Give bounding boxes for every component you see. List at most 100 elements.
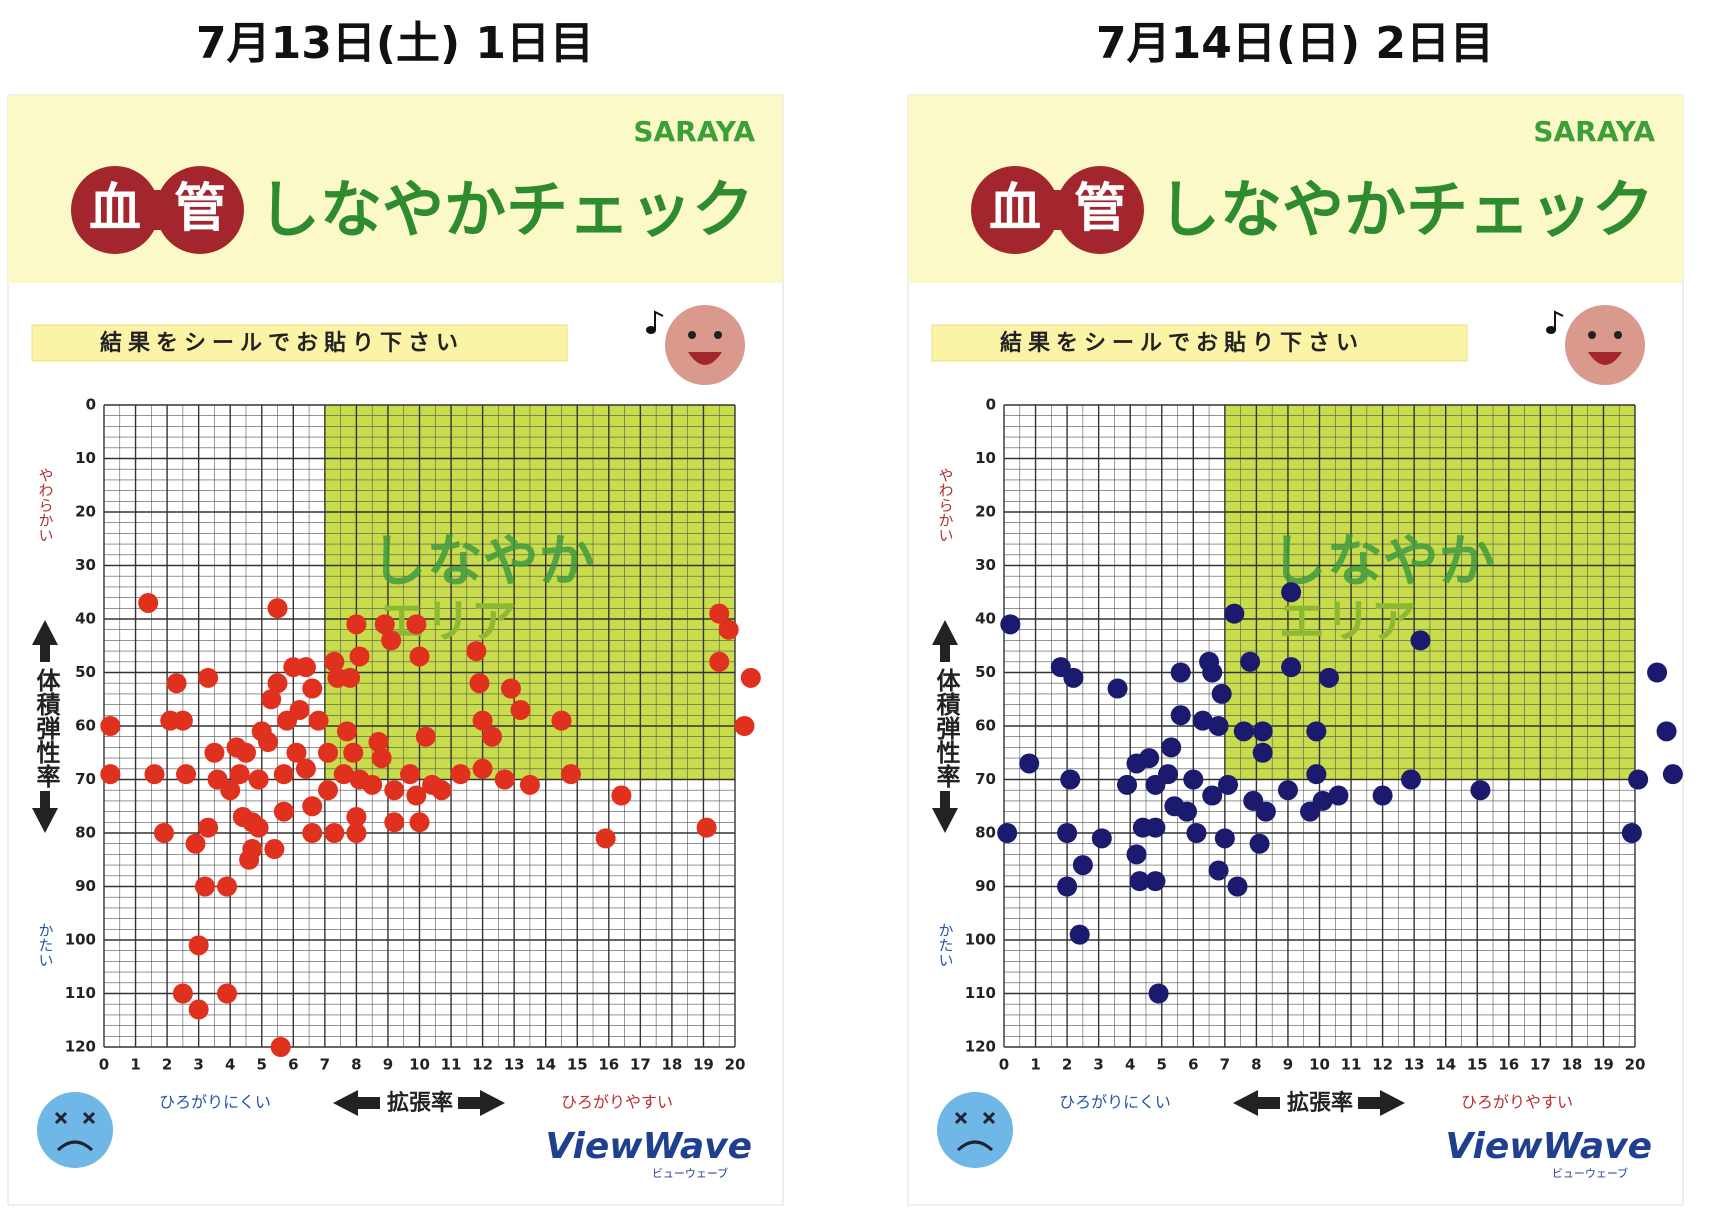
- y-tick-label: 20: [975, 503, 996, 521]
- point: [1063, 667, 1084, 688]
- y-tick-label: 100: [65, 931, 96, 949]
- point: [1224, 603, 1245, 624]
- area-label: しなやか: [371, 530, 595, 595]
- point: [217, 876, 238, 897]
- arrow-left: [1233, 1090, 1280, 1116]
- point: [176, 764, 197, 785]
- point: [198, 667, 219, 688]
- point: [217, 983, 238, 1004]
- point: [295, 657, 316, 678]
- point: [384, 812, 405, 833]
- point: [409, 812, 430, 833]
- point: [1091, 828, 1112, 849]
- point: [100, 764, 121, 785]
- x-tick-label: 20: [725, 1056, 746, 1074]
- instruction-bar: [31, 324, 568, 362]
- y-bottom-label: かたい: [937, 923, 955, 968]
- chart-title: 7月13日(土) 1日目: [196, 18, 594, 69]
- point: [1400, 769, 1421, 790]
- x-right-label: ひろがりやすい: [1461, 1093, 1573, 1112]
- logo-circle: [71, 166, 159, 254]
- point: [560, 764, 581, 785]
- x-tick-label: 4: [225, 1056, 235, 1074]
- point: [1057, 876, 1078, 897]
- x-tick-label: 17: [1530, 1056, 1551, 1074]
- x-tick-label: 11: [441, 1056, 462, 1074]
- y-tick-label: 70: [75, 770, 96, 788]
- y-tick-label: 40: [75, 610, 96, 628]
- note: [646, 326, 656, 334]
- point: [144, 764, 165, 785]
- x-tick-label: 19: [693, 1056, 714, 1074]
- y-tick-label: 90: [75, 877, 96, 895]
- heading: しなやかチェック: [258, 173, 754, 246]
- point: [740, 667, 761, 688]
- happy-face: [1565, 305, 1645, 385]
- point: [198, 817, 219, 838]
- point: [251, 721, 272, 742]
- point: [318, 742, 339, 763]
- point: [1233, 721, 1254, 742]
- x-left-label: ひろがりにくい: [159, 1093, 271, 1112]
- point: [1072, 855, 1093, 876]
- arrow-up: [32, 620, 58, 662]
- logo-circle: [971, 166, 1059, 254]
- x-tick-label: 3: [1093, 1056, 1103, 1074]
- y-top-label: やわらかい: [937, 468, 955, 543]
- x-tick-label: 5: [1157, 1056, 1167, 1074]
- y-tick-label: 100: [965, 931, 996, 949]
- point: [1019, 753, 1040, 774]
- x-tick-label: 15: [567, 1056, 588, 1074]
- x-tick-label: 7: [1220, 1056, 1230, 1074]
- point: [1148, 983, 1169, 1004]
- x-tick-label: 8: [1251, 1056, 1261, 1074]
- point: [267, 673, 288, 694]
- x-tick-label: 12: [1372, 1056, 1393, 1074]
- instruction: 結果をシールでお貼り下さい: [1000, 330, 1364, 356]
- x-tick-label: 14: [1435, 1056, 1456, 1074]
- x-tick-label: 11: [1341, 1056, 1362, 1074]
- eye: [688, 331, 696, 339]
- point: [494, 769, 515, 790]
- point: [718, 619, 739, 640]
- point: [295, 758, 316, 779]
- eye: [1588, 331, 1596, 339]
- point: [409, 646, 430, 667]
- x-tick-label: 6: [1188, 1056, 1198, 1074]
- note-stem: [1554, 310, 1564, 330]
- point: [734, 716, 755, 736]
- point: [1281, 582, 1302, 603]
- point: [1107, 678, 1128, 699]
- x-tick-label: 16: [598, 1056, 619, 1074]
- mouth: [1588, 352, 1622, 365]
- x-tick-label: 13: [504, 1056, 525, 1074]
- x-left-label: ひろがりにくい: [1059, 1093, 1171, 1112]
- x-tick-label: 17: [630, 1056, 651, 1074]
- x-tick-label: 20: [1625, 1056, 1646, 1074]
- point: [1656, 721, 1677, 742]
- note: [1546, 326, 1556, 334]
- point: [100, 716, 121, 736]
- y-tick-label: 80: [75, 824, 96, 842]
- point: [232, 806, 253, 827]
- arrow-left: [333, 1090, 380, 1116]
- point: [374, 614, 395, 635]
- point: [551, 710, 572, 731]
- point: [406, 614, 427, 635]
- point: [302, 796, 323, 817]
- point: [368, 732, 389, 753]
- x-tick-label: 0: [99, 1056, 109, 1074]
- point: [1255, 801, 1276, 822]
- x-tick-label: 1: [130, 1056, 140, 1074]
- y-bottom-label: かたい: [37, 923, 55, 968]
- x-tick-label: 18: [1561, 1056, 1582, 1074]
- logo-circle: [1056, 166, 1144, 254]
- point: [1208, 860, 1229, 881]
- sad-eyes: [54, 1111, 96, 1125]
- point: [273, 764, 294, 785]
- point: [289, 699, 310, 720]
- y-tick-label: 110: [65, 984, 96, 1002]
- y-tick-label: 50: [975, 663, 996, 681]
- point: [1139, 748, 1160, 769]
